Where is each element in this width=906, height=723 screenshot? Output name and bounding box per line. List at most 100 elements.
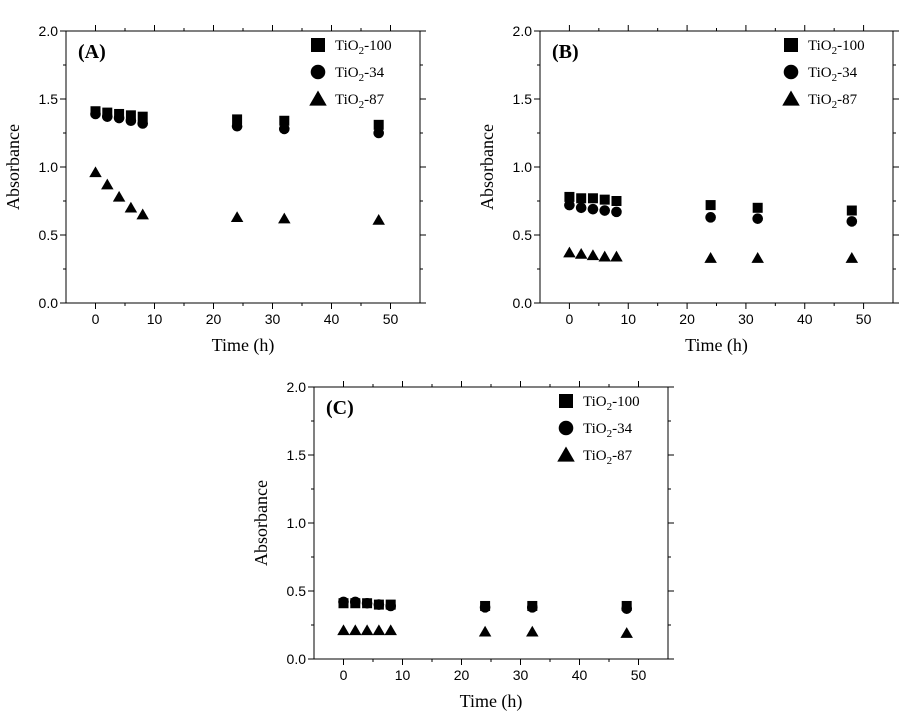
data-point-b-triangle: [704, 252, 717, 263]
data-point-b-triangle: [845, 252, 859, 263]
panel-a: 0 10 20 30 40 50 0.0 0.5 1.0 1.5 2.0 Time (h) Absorb…: [3, 23, 426, 356]
y-tick-label-a: 0.5: [39, 227, 59, 243]
data-point-a-square: [125, 110, 136, 121]
x-tick-label-c: 50: [631, 667, 647, 683]
y-tick-label-a: 2.0: [39, 23, 59, 39]
legend-marker-c-triangle: [557, 446, 575, 462]
data-point-b-square: [752, 202, 763, 213]
data-point-b-circle: [564, 199, 575, 211]
y-axis-label-b: Absorbance: [477, 124, 497, 210]
legend-label-b-triangle: TiO2-87: [808, 92, 858, 111]
panel-b: 0 10 20 30 40 50 0.0 0.5 1.0 1.5 2.0 Time (h) Absorb…: [477, 23, 899, 356]
x-tick-label-a: 40: [324, 311, 340, 327]
data-point-a-square: [373, 119, 384, 130]
data-point-b-square: [611, 196, 622, 206]
x-tick-label-b: 10: [620, 311, 636, 327]
data-point-b-square: [564, 191, 575, 202]
data-point-b-triangle: [751, 252, 764, 263]
data-point-b-square: [576, 193, 587, 204]
legend-label-b-square: TiO2-100: [808, 38, 865, 57]
legend-label-a-square: TiO2-100: [335, 38, 392, 57]
x-tick-label-a: 20: [206, 311, 222, 327]
y-tick-label-a: 1.0: [39, 159, 59, 175]
legend-label-c-square: TiO2-100: [583, 394, 640, 413]
y-tick-label-c: 0.0: [287, 651, 307, 667]
data-point-b-square: [599, 194, 610, 205]
y-axis-label-c: Absorbance: [251, 480, 271, 566]
data-point-c-triangle: [620, 627, 633, 638]
y-tick-label-b: 0.5: [513, 227, 533, 243]
y-tick-label-a: 1.5: [39, 91, 59, 107]
legend-marker-c-square: [559, 394, 573, 408]
data-point-a-triangle: [124, 201, 138, 213]
data-point-b-triangle: [598, 250, 611, 262]
data-point-b-triangle: [610, 250, 623, 262]
x-tick-label-c: 20: [454, 667, 470, 683]
data-point-c-triangle: [372, 624, 386, 636]
data-point-a-triangle: [101, 178, 114, 190]
data-point-b-triangle: [563, 246, 576, 258]
legend-marker-b-triangle: [782, 90, 800, 106]
legend-label-a-triangle: TiO2-87: [335, 92, 385, 111]
data-point-b-triangle: [574, 247, 588, 259]
x-tick-label-b: 50: [856, 311, 872, 327]
x-axis-label-b: Time (h): [685, 335, 748, 356]
x-tick-label-c: 40: [572, 667, 588, 683]
y-tick-label-c: 2.0: [287, 379, 307, 395]
legend-label-c-circle: TiO2-34: [583, 421, 633, 440]
y-tick-label-a: 0.0: [39, 295, 59, 311]
x-tick-label-a: 10: [147, 311, 163, 327]
data-point-a-triangle: [230, 211, 244, 223]
legend-marker-a-circle: [310, 64, 326, 80]
data-point-b-circle: [587, 203, 599, 215]
data-point-a-circle: [125, 115, 137, 127]
data-point-c-triangle: [349, 624, 362, 636]
data-point-c-triangle: [337, 624, 350, 636]
x-tick-label-c: 10: [395, 667, 411, 683]
data-point-c-triangle: [526, 625, 539, 637]
data-point-a-square: [232, 114, 243, 125]
data-point-a-circle: [113, 112, 125, 124]
data-point-a-circle: [279, 123, 290, 135]
data-point-a-square: [279, 115, 290, 126]
data-point-b-circle: [846, 216, 858, 227]
data-point-c-circle: [621, 603, 632, 614]
data-point-b-triangle: [586, 249, 600, 261]
data-point-b-circle: [705, 212, 716, 223]
data-point-a-triangle: [372, 213, 385, 225]
data-point-b-square: [846, 205, 857, 216]
data-point-b-circle: [575, 202, 587, 214]
y-tick-label-b: 1.5: [513, 91, 533, 107]
panel-label-c: (C): [326, 397, 354, 419]
panel-label-b: (B): [552, 41, 579, 63]
legend-label-b-circle: TiO2-34: [808, 65, 858, 84]
data-point-c-circle: [385, 600, 397, 612]
x-axis-label-a: Time (h): [212, 335, 275, 356]
y-tick-label-c: 1.0: [287, 515, 307, 531]
data-point-c-triangle: [478, 625, 492, 637]
data-point-c-circle: [527, 602, 538, 613]
data-point-a-circle: [231, 120, 243, 132]
y-tick-label-b: 1.0: [513, 159, 533, 175]
data-point-a-triangle: [136, 208, 149, 220]
x-tick-label-b: 40: [797, 311, 813, 327]
panel-c: 0 10 20 30 40 50 0.0 0.5 1.0 1.5 2.0 Time (h) Absorb…: [251, 379, 674, 712]
legend-marker-b-square: [784, 38, 798, 52]
data-point-a-circle: [137, 118, 148, 129]
legend-label-c-triangle: TiO2-87: [583, 448, 633, 467]
y-tick-label-b: 0.0: [513, 295, 533, 311]
x-tick-label-a: 50: [383, 311, 399, 327]
data-point-a-square: [137, 111, 148, 122]
data-point-b-circle: [611, 206, 622, 218]
data-point-c-circle: [479, 602, 491, 613]
data-point-a-triangle: [89, 166, 102, 178]
panel-label-a: (A): [78, 41, 106, 63]
y-tick-label-b: 2.0: [513, 23, 533, 39]
data-point-a-circle: [90, 108, 101, 120]
x-tick-label-c: 30: [513, 667, 529, 683]
data-point-c-circle: [361, 597, 373, 609]
data-point-c-triangle: [384, 624, 397, 636]
x-axis-label-c: Time (h): [460, 691, 523, 712]
legend-label-a-circle: TiO2-34: [335, 65, 385, 84]
